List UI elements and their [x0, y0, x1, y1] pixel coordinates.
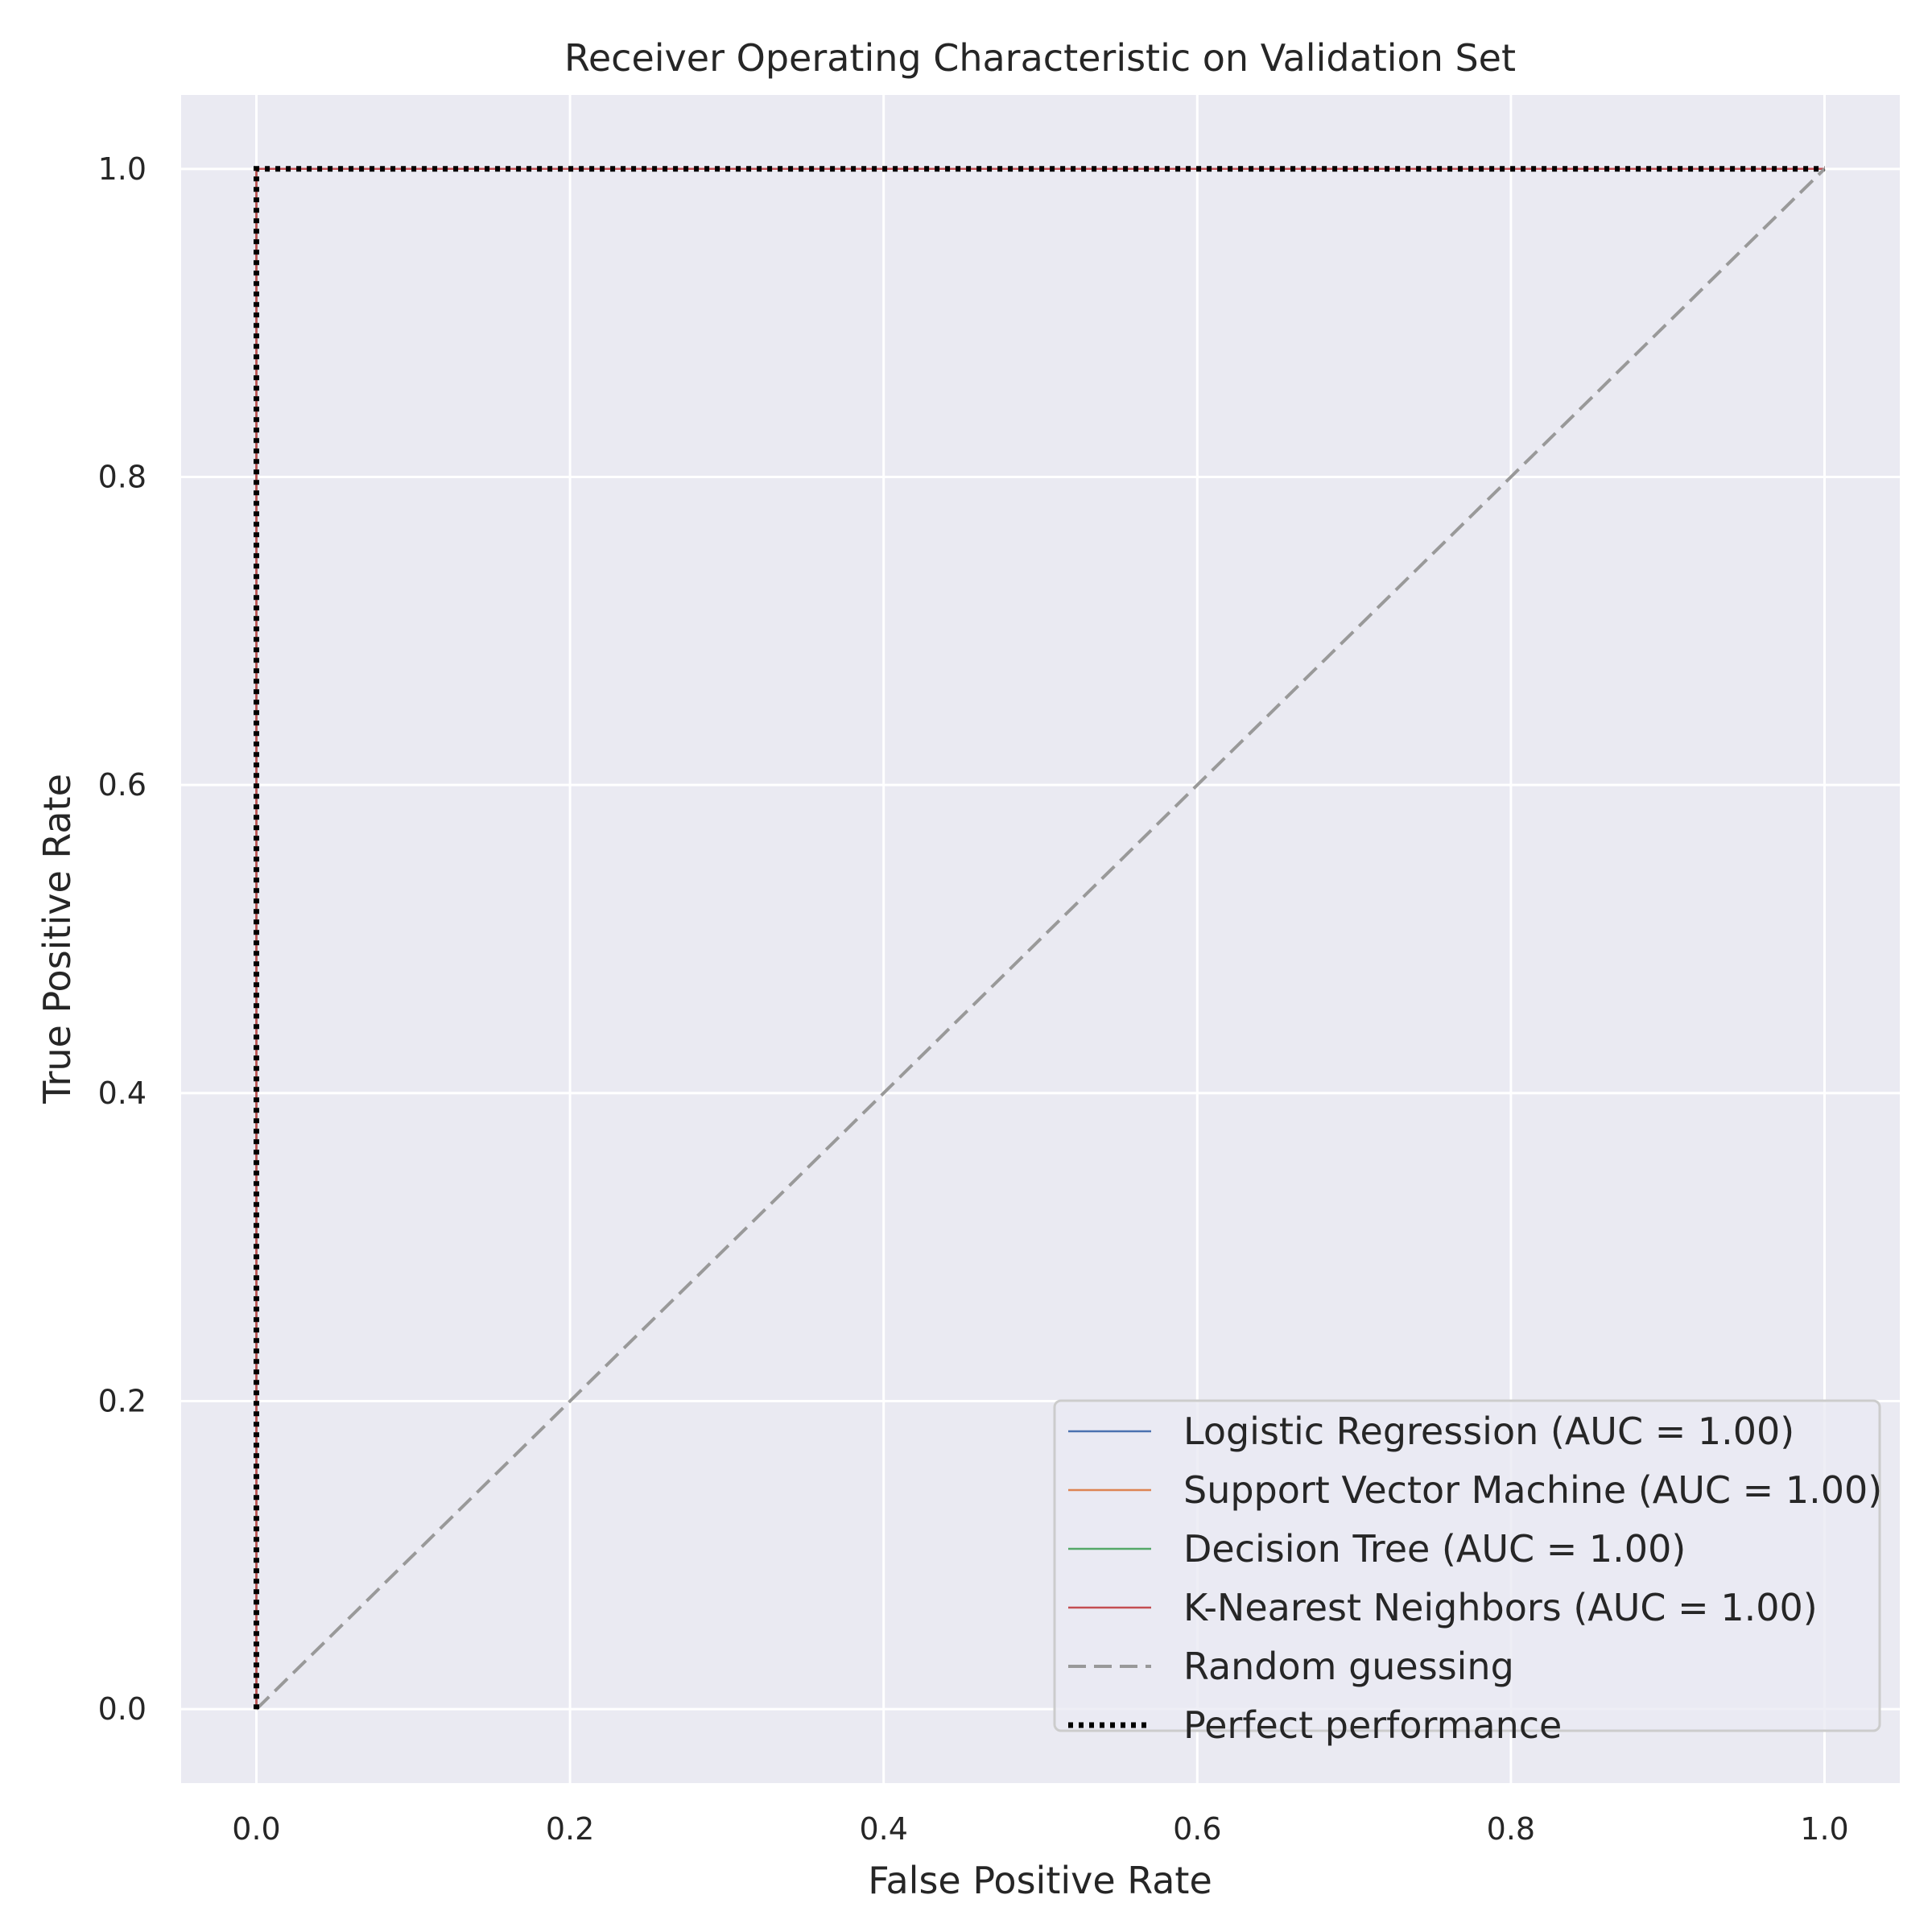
y-tick-label: 0.8	[98, 460, 147, 495]
x-tick-label: 0.0	[232, 1811, 280, 1847]
y-tick-label: 1.0	[98, 151, 147, 187]
series-line-random-guessing	[255, 167, 1826, 1711]
y-axis-label: True Positive Rate	[35, 774, 79, 1104]
series-layer	[254, 166, 1826, 1711]
tick-labels: 0.0 0.2 0.4 0.6 0.8 1.0 0.0 0.2 0.4 0.6 0.8 1.0	[98, 151, 1849, 1847]
y-tick-label: 0.2	[98, 1383, 147, 1418]
legend-entry-label: K-Nearest Neighbors (AUC = 1.00)	[1183, 1586, 1818, 1629]
x-tick-label: 0.4	[859, 1811, 907, 1847]
x-tick-label: 0.6	[1173, 1811, 1221, 1847]
legend-frame	[1053, 1399, 1881, 1732]
x-tick-label: 0.8	[1487, 1811, 1535, 1847]
legend-entry-label: Perfect performance	[1183, 1703, 1562, 1747]
legend-entry-label: Decision Tree (AUC = 1.00)	[1183, 1527, 1686, 1571]
legend-entry-label: Random guessing	[1183, 1645, 1514, 1688]
legend: Logistic Regression (AUC = 1.00) Support …	[1053, 1399, 1882, 1747]
y-tick-label: 0.6	[98, 767, 147, 803]
series-line-perfect-performance	[254, 166, 1825, 1710]
x-tick-label: 0.2	[546, 1811, 594, 1847]
y-tick-label: 0.0	[98, 1691, 147, 1727]
chart-title: Receiver Operating Characteristic on Val…	[564, 36, 1516, 80]
x-tick-label: 1.0	[1800, 1811, 1848, 1847]
legend-entry-label: Support Vector Machine (AUC = 1.00)	[1183, 1468, 1882, 1512]
x-axis-label: False Positive Rate	[868, 1859, 1212, 1902]
legend-entry-label: Logistic Regression (AUC = 1.00)	[1183, 1410, 1794, 1453]
y-tick-label: 0.4	[98, 1075, 147, 1111]
